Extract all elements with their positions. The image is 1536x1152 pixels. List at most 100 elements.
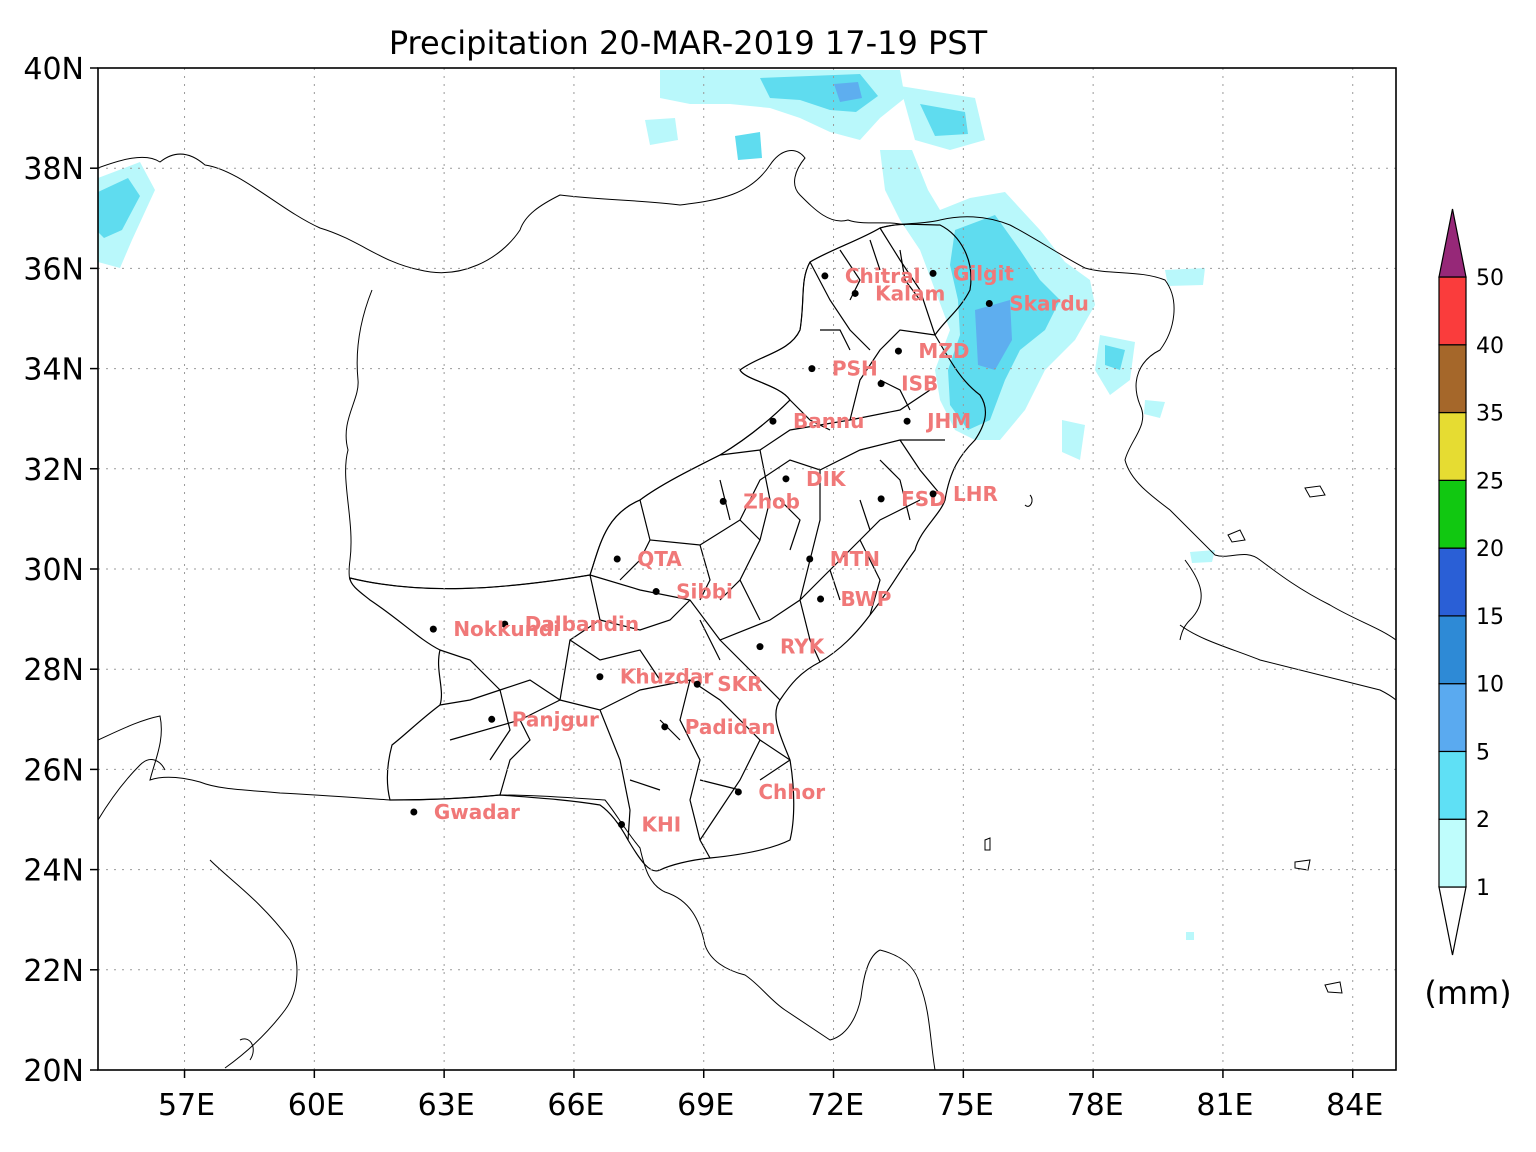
city-label: Dalbandin (525, 612, 639, 636)
city-dot (693, 680, 701, 688)
city-label: Chitral (845, 264, 921, 288)
rain-patch-north-peak (834, 82, 862, 102)
lat-tick-label: 32N (23, 453, 84, 488)
colorbar-segment (1438, 683, 1467, 753)
rain-patch-north-east-core (920, 104, 968, 136)
city-label: QTA (637, 547, 682, 571)
city-dot (488, 715, 496, 723)
lat-tick-label: 20N (23, 1054, 84, 1089)
lon-tick-label: 84E (1326, 1088, 1383, 1123)
city-dot (851, 289, 859, 297)
colorbar-segment (1438, 547, 1467, 617)
lon-tick-label: 57E (158, 1088, 215, 1123)
lat-tick-label: 26N (23, 753, 84, 788)
lat-tick-label: 24N (23, 854, 84, 889)
city-dot (596, 673, 604, 681)
colorbar-segment (1438, 818, 1467, 888)
city-dot (756, 643, 764, 651)
lon-tick-label: 63E (418, 1088, 475, 1123)
lon-tick-label: 75E (937, 1088, 994, 1123)
city-dot (808, 365, 816, 373)
city-label: Chhor (758, 780, 825, 804)
city-dot (903, 417, 911, 425)
colorbar-under-triangle (1438, 886, 1467, 956)
lon-tick-label: 81E (1196, 1088, 1253, 1123)
lat-tick-label: 30N (23, 553, 84, 588)
rain-patch-ladakh-core (1105, 345, 1125, 370)
map-plot-area: Chitral Gilgit Kalam Skardu MZD PSH ISB Bannu JH… (97, 67, 1397, 1071)
colorbar-segment (1438, 411, 1467, 481)
rain-patch-small-5 (1062, 420, 1085, 460)
city-dot (985, 299, 993, 307)
colorbar-level-label: 40 (1476, 334, 1504, 359)
city-label: Zhob (743, 489, 800, 513)
city-label: JHM (925, 409, 971, 433)
city-dot (734, 788, 742, 796)
rain-patch-small-6 (1190, 550, 1215, 563)
colorbar-level-label: 2 (1476, 808, 1490, 833)
lat-tick-label: 22N (23, 954, 84, 989)
city-dot (661, 723, 669, 731)
precipitation-shading (98, 70, 1215, 940)
city-label: LHR (953, 482, 998, 506)
latitude-ticks: 40N 38N 36N 34N 32N 30N 28N 26N 24N 22N 20N (23, 52, 98, 1089)
city-label: FSD (901, 487, 946, 511)
colorbar-over-triangle (1438, 208, 1467, 278)
city-dot (821, 272, 829, 280)
city-label: BWP (841, 587, 892, 611)
city-label: Kalam (875, 281, 945, 305)
lat-tick-label: 38N (23, 152, 84, 187)
city-label: KHI (642, 813, 682, 837)
city-dot (501, 620, 509, 628)
city-label: Gwadar (434, 800, 520, 824)
city-label: SKR (717, 672, 762, 696)
lon-tick-label: 60E (288, 1088, 345, 1123)
rain-patch-small-1 (645, 118, 678, 145)
colorbar-level-label: 1 (1476, 876, 1490, 901)
lat-tick-label: 36N (23, 252, 84, 287)
colorbar-segment (1438, 615, 1467, 685)
colorbar-level-label: 20 (1476, 537, 1504, 562)
lon-tick-label: 69E (677, 1088, 734, 1123)
colorbar-level-label: 35 (1476, 402, 1504, 427)
city-label: MTN (830, 547, 880, 571)
city-label: Skardu (1009, 291, 1089, 315)
rain-patch-nw-core (98, 178, 140, 238)
city-dot (613, 555, 621, 563)
colorbar-level-label: 5 (1476, 740, 1490, 765)
rain-patch-small-3 (1144, 400, 1165, 418)
colorbar-segment (1438, 276, 1467, 346)
city-dot (652, 588, 660, 596)
city-dot (429, 625, 437, 633)
city-label: Bannu (793, 409, 864, 433)
rain-patch-small-4 (1165, 268, 1205, 286)
city-label: DIK (806, 467, 847, 491)
longitude-ticks: 57E 60E 63E 66E 69E 72E 75E 78E 81E 84E (158, 1070, 1383, 1123)
colorbar-segment (1438, 479, 1467, 549)
colorbar-level-label: 10 (1476, 673, 1504, 698)
rain-patch-small-7 (1186, 932, 1194, 940)
city-dot (618, 821, 626, 829)
city-label: Padidan (685, 715, 776, 739)
city-label: Panjgur (512, 707, 599, 731)
map-title: Precipitation 20-MAR-2019 17-19 PST (389, 24, 988, 62)
lon-tick-label: 72E (807, 1088, 864, 1123)
city-dot (782, 475, 790, 483)
city-label: MZD (918, 339, 969, 363)
colorbar-level-label: 50 (1476, 266, 1504, 291)
city-markers: Chitral Gilgit Kalam Skardu MZD PSH ISB Bannu JH… (410, 261, 1089, 837)
city-label: ISB (901, 372, 938, 396)
city-label: Sibbi (676, 580, 733, 604)
city-label: PSH (832, 357, 878, 381)
map-gridlines (98, 68, 1396, 1070)
city-label: Nokkundi (453, 617, 560, 641)
city-dot (877, 495, 885, 503)
city-dot (929, 269, 937, 277)
lat-tick-label: 40N (23, 52, 84, 87)
city-dot (410, 808, 418, 816)
rain-patch-small-2 (735, 132, 762, 160)
city-dot (894, 347, 902, 355)
city-label: Gilgit (953, 261, 1014, 285)
